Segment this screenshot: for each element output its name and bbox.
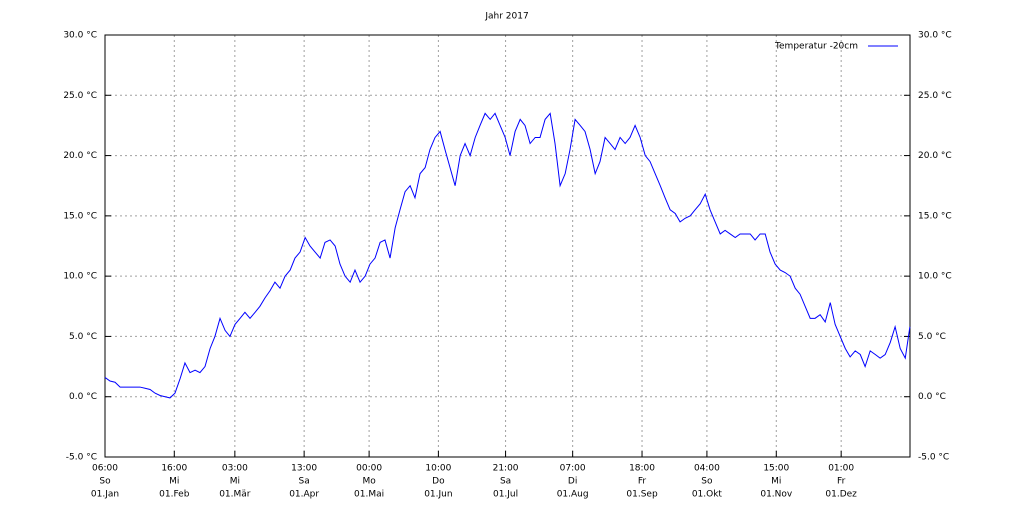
y-tick-label: 30.0 °C xyxy=(63,31,97,41)
y2-tick-label: 15.0 °C xyxy=(918,211,952,221)
x-tick-label: Sa xyxy=(500,477,511,487)
x-tick-label: 01.Apr xyxy=(289,490,319,500)
y-tick-label: 5.0 °C xyxy=(69,332,97,342)
y2-tick-label: 30.0 °C xyxy=(918,31,952,41)
y2-tick-label: 5.0 °C xyxy=(918,332,946,342)
y-tick-label: 20.0 °C xyxy=(63,151,97,161)
y2-tick-label: -5.0 °C xyxy=(918,453,949,463)
y2-tick-label: 0.0 °C xyxy=(918,392,946,402)
x-tick-label: Sa xyxy=(299,477,310,487)
x-tick-label: 01.Mai xyxy=(354,490,384,500)
x-tick-label: 01.Jan xyxy=(91,490,119,500)
x-tick-label: Mi xyxy=(230,477,240,487)
x-tick-label: 04:00 xyxy=(694,464,720,474)
x-tick-label: 01.Sep xyxy=(626,490,658,500)
x-tick-label: 06:00 xyxy=(92,464,118,474)
x-tick-label: 01.Jun xyxy=(424,490,452,500)
y-tick-label: 0.0 °C xyxy=(69,392,97,402)
y2-tick-label: 10.0 °C xyxy=(918,272,952,282)
x-tick-label: 13:00 xyxy=(291,464,317,474)
x-tick-label: Mi xyxy=(771,477,781,487)
x-tick-label: 01.Okt xyxy=(692,490,723,500)
chart-title: Jahr 2017 xyxy=(484,12,528,22)
x-tick-label: Fr xyxy=(837,477,846,487)
x-tick-label: 10:00 xyxy=(425,464,451,474)
x-tick-label: Mo xyxy=(362,477,376,487)
y-tick-label: 15.0 °C xyxy=(63,211,97,221)
x-tick-label: Di xyxy=(568,477,577,487)
x-tick-label: 01.Feb xyxy=(159,490,190,500)
x-tick-label: So xyxy=(99,477,111,487)
x-tick-label: 03:00 xyxy=(222,464,248,474)
x-tick-label: 16:00 xyxy=(161,464,187,474)
y2-tick-label: 20.0 °C xyxy=(918,151,952,161)
y-tick-label: 10.0 °C xyxy=(63,272,97,282)
x-tick-label: 01:00 xyxy=(828,464,854,474)
x-tick-label: 01.Mär xyxy=(219,490,251,500)
x-tick-label: 00:00 xyxy=(356,464,382,474)
x-tick-label: Mi xyxy=(169,477,179,487)
series-line xyxy=(104,112,911,399)
x-tick-label: Fr xyxy=(638,477,647,487)
plot-frame xyxy=(104,34,911,458)
y2-tick-label: 25.0 °C xyxy=(918,91,952,101)
x-tick-label: 07:00 xyxy=(560,464,586,474)
x-tick-label: 01.Dez xyxy=(825,490,857,500)
x-tick-label: 01.Jul xyxy=(493,490,518,500)
y-tick-label: -5.0 °C xyxy=(66,453,97,463)
legend-label: Temperatur -20cm xyxy=(774,42,858,52)
x-tick-label: 01.Nov xyxy=(760,490,793,500)
x-tick-label: 01.Aug xyxy=(557,490,589,500)
x-tick-label: Do xyxy=(432,477,445,487)
y-tick-label: 25.0 °C xyxy=(63,91,97,101)
x-tick-label: 18:00 xyxy=(629,464,655,474)
x-tick-label: 15:00 xyxy=(763,464,789,474)
x-tick-label: So xyxy=(701,477,713,487)
x-tick-label: 21:00 xyxy=(493,464,519,474)
